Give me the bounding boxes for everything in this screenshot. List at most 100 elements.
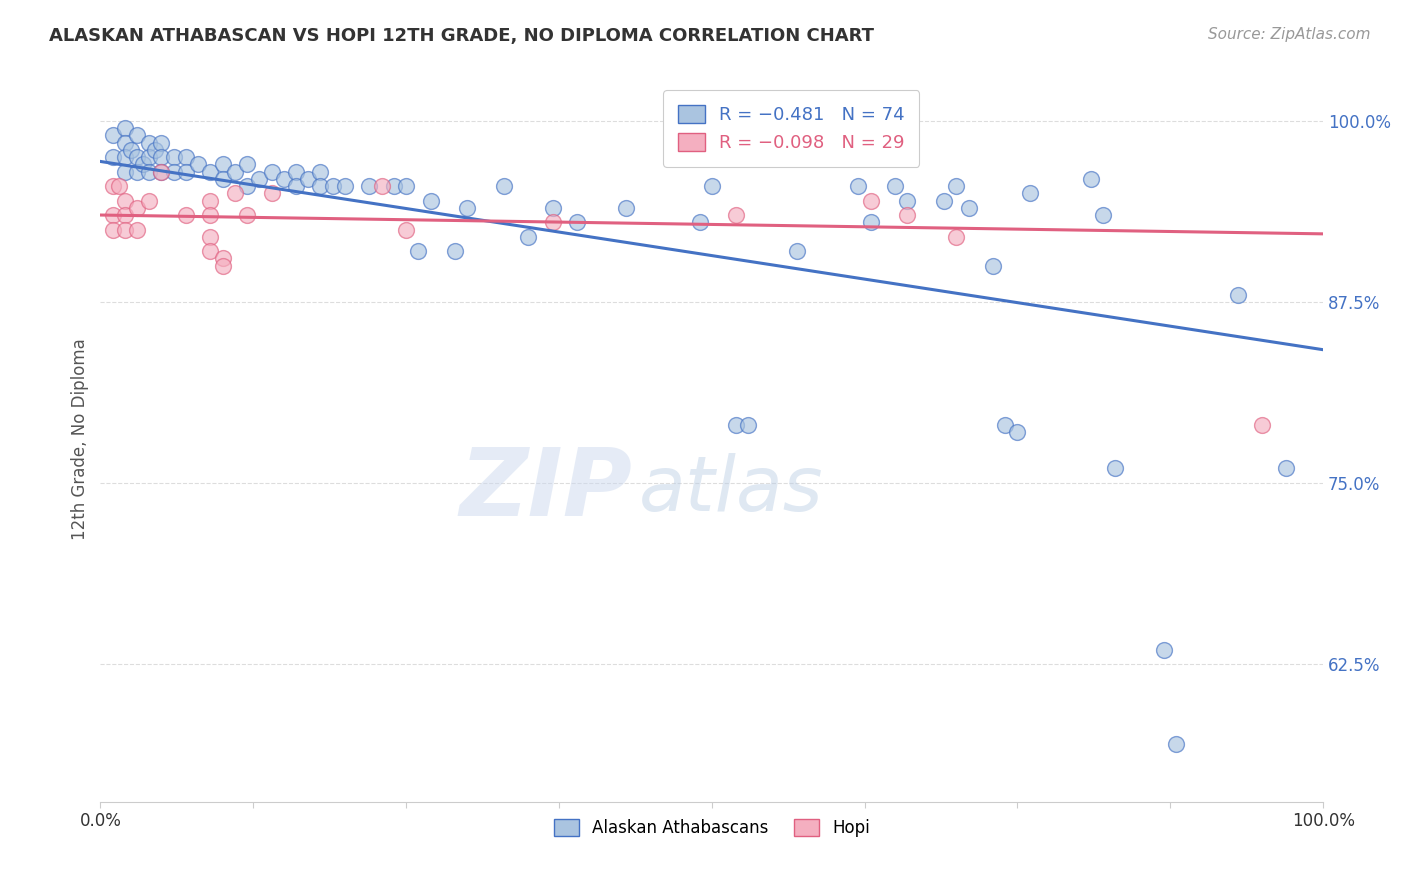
Point <box>125 222 148 236</box>
Point <box>359 179 381 194</box>
Point <box>395 179 418 194</box>
Point <box>945 229 967 244</box>
Point <box>859 215 882 229</box>
Point <box>120 143 142 157</box>
Point <box>114 208 136 222</box>
Point <box>187 157 209 171</box>
Point <box>200 208 222 222</box>
Point <box>737 417 759 432</box>
Point <box>101 128 124 143</box>
Point <box>1251 417 1274 432</box>
Point <box>101 179 124 194</box>
Point <box>1018 186 1040 201</box>
Text: Source: ZipAtlas.com: Source: ZipAtlas.com <box>1208 27 1371 42</box>
Point <box>932 194 955 208</box>
Text: atlas: atlas <box>638 453 823 527</box>
Point <box>132 157 155 171</box>
Point <box>884 179 907 194</box>
Point <box>285 164 308 178</box>
Point <box>1007 425 1029 440</box>
Point <box>163 164 186 178</box>
Point <box>945 179 967 194</box>
Point <box>200 194 222 208</box>
Point <box>236 157 259 171</box>
Y-axis label: 12th Grade, No Diploma: 12th Grade, No Diploma <box>72 339 89 541</box>
Point <box>200 229 222 244</box>
Point <box>247 171 270 186</box>
Point <box>689 215 711 229</box>
Point <box>114 136 136 150</box>
Point <box>444 244 467 259</box>
Point <box>138 164 160 178</box>
Point <box>297 171 319 186</box>
Point <box>211 157 233 171</box>
Point <box>419 194 441 208</box>
Point <box>163 150 186 164</box>
Point <box>101 222 124 236</box>
Point <box>150 136 173 150</box>
Point <box>211 259 233 273</box>
Point <box>370 179 392 194</box>
Point <box>174 164 197 178</box>
Point <box>260 164 283 178</box>
Text: ZIP: ZIP <box>460 444 633 536</box>
Legend: Alaskan Athabascans, Hopi: Alaskan Athabascans, Hopi <box>547 813 876 844</box>
Point <box>150 150 173 164</box>
Point <box>285 179 308 194</box>
Point <box>957 201 980 215</box>
Point <box>174 208 197 222</box>
Point <box>174 150 197 164</box>
Point <box>492 179 515 194</box>
Point <box>1092 208 1115 222</box>
Point <box>541 215 564 229</box>
Text: ALASKAN ATHABASCAN VS HOPI 12TH GRADE, NO DIPLOMA CORRELATION CHART: ALASKAN ATHABASCAN VS HOPI 12TH GRADE, N… <box>49 27 875 45</box>
Point <box>138 136 160 150</box>
Point <box>125 128 148 143</box>
Point <box>981 259 1004 273</box>
Point <box>896 194 918 208</box>
Point <box>107 179 129 194</box>
Point <box>1104 461 1126 475</box>
Point <box>150 164 173 178</box>
Point <box>236 208 259 222</box>
Point <box>1226 287 1249 301</box>
Point <box>848 179 870 194</box>
Point <box>114 150 136 164</box>
Point <box>138 194 160 208</box>
Point <box>224 186 246 201</box>
Point <box>114 121 136 136</box>
Point <box>200 164 222 178</box>
Point <box>725 208 748 222</box>
Point <box>138 150 160 164</box>
Point <box>994 417 1017 432</box>
Point <box>114 164 136 178</box>
Point <box>322 179 344 194</box>
Point <box>125 201 148 215</box>
Point <box>725 417 748 432</box>
Point <box>1153 642 1175 657</box>
Point <box>859 194 882 208</box>
Point <box>614 201 637 215</box>
Point <box>456 201 478 215</box>
Point <box>260 186 283 201</box>
Point <box>224 164 246 178</box>
Point <box>211 252 233 266</box>
Point <box>125 150 148 164</box>
Point <box>567 215 589 229</box>
Point <box>101 150 124 164</box>
Point <box>517 229 540 244</box>
Point <box>333 179 356 194</box>
Point <box>382 179 405 194</box>
Point <box>700 179 723 194</box>
Point <box>1275 461 1298 475</box>
Point <box>541 201 564 215</box>
Point <box>101 208 124 222</box>
Point <box>114 222 136 236</box>
Point <box>273 171 295 186</box>
Point <box>125 164 148 178</box>
Point <box>150 164 173 178</box>
Point <box>211 171 233 186</box>
Point <box>309 164 332 178</box>
Point <box>1080 171 1102 186</box>
Point <box>786 244 808 259</box>
